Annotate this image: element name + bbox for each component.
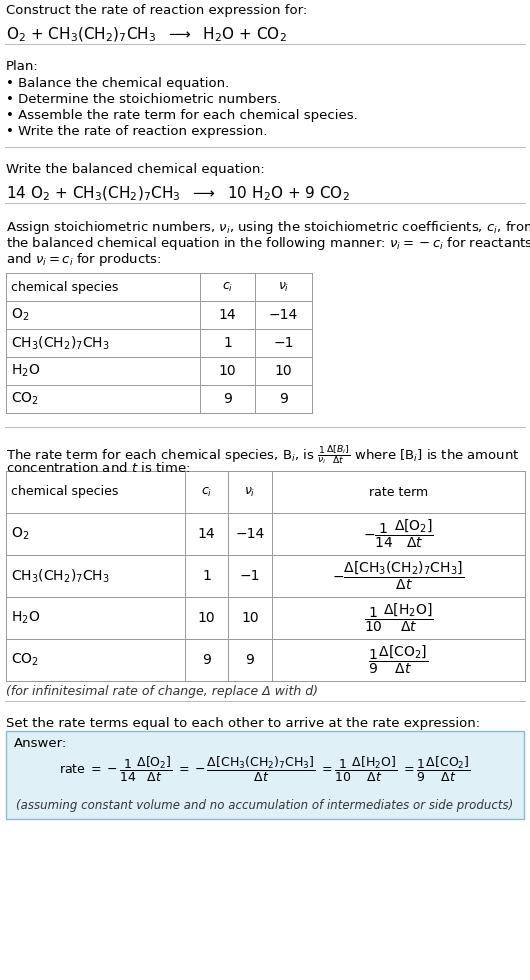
Text: H$_2$O: H$_2$O	[11, 363, 40, 379]
Text: Set the rate terms equal to each other to arrive at the rate expression:: Set the rate terms equal to each other t…	[6, 717, 480, 730]
Text: $-\dfrac{1}{14}\dfrac{\Delta[\mathrm{O_2}]}{\Delta t}$: $-\dfrac{1}{14}\dfrac{\Delta[\mathrm{O_2…	[363, 517, 434, 550]
Text: and $\nu_i = c_i$ for products:: and $\nu_i = c_i$ for products:	[6, 251, 162, 268]
Text: CH$_3$(CH$_2$)$_7$CH$_3$: CH$_3$(CH$_2$)$_7$CH$_3$	[11, 334, 110, 352]
Text: • Balance the chemical equation.: • Balance the chemical equation.	[6, 77, 229, 90]
Text: 1: 1	[223, 336, 232, 350]
Text: 9: 9	[279, 392, 288, 406]
Bar	[6, 273, 312, 413]
Text: CH$_3$(CH$_2$)$_7$CH$_3$: CH$_3$(CH$_2$)$_7$CH$_3$	[11, 567, 110, 585]
Bar	[6, 471, 525, 681]
Text: 10: 10	[241, 611, 259, 625]
Text: 14 O$_2$ + CH$_3$(CH$_2$)$_7$CH$_3$  $\longrightarrow$  10 H$_2$O + 9 CO$_2$: 14 O$_2$ + CH$_3$(CH$_2$)$_7$CH$_3$ $\lo…	[6, 185, 350, 204]
Text: rate term: rate term	[369, 485, 428, 499]
Text: CO$_2$: CO$_2$	[11, 652, 39, 668]
Text: (for infinitesimal rate of change, replace Δ with d): (for infinitesimal rate of change, repla…	[6, 685, 318, 698]
Text: (assuming constant volume and no accumulation of intermediates or side products): (assuming constant volume and no accumul…	[16, 799, 514, 811]
Text: H$_2$O: H$_2$O	[11, 610, 40, 626]
Text: the balanced chemical equation in the following manner: $\nu_i = -c_i$ for react: the balanced chemical equation in the fo…	[6, 235, 530, 252]
Text: concentration and $t$ is time:: concentration and $t$ is time:	[6, 461, 190, 475]
Text: Plan:: Plan:	[6, 60, 39, 73]
Text: chemical species: chemical species	[11, 280, 118, 293]
Text: 14: 14	[198, 527, 215, 541]
Text: −14: −14	[235, 527, 264, 541]
Text: Write the balanced chemical equation:: Write the balanced chemical equation:	[6, 163, 265, 176]
Text: The rate term for each chemical species, B$_i$, is $\frac{1}{\nu_i}\frac{\Delta[: The rate term for each chemical species,…	[6, 443, 520, 466]
Text: Answer:: Answer:	[14, 737, 67, 750]
Text: −1: −1	[240, 569, 260, 583]
Text: 10: 10	[198, 611, 215, 625]
Text: • Assemble the rate term for each chemical species.: • Assemble the rate term for each chemic…	[6, 109, 358, 122]
Text: $c_i$: $c_i$	[201, 485, 212, 499]
Text: Construct the rate of reaction expression for:: Construct the rate of reaction expressio…	[6, 4, 307, 17]
Text: chemical species: chemical species	[11, 485, 118, 499]
Text: 9: 9	[202, 653, 211, 667]
Text: • Write the rate of reaction expression.: • Write the rate of reaction expression.	[6, 125, 267, 138]
Text: $\dfrac{1}{9}\dfrac{\Delta[\mathrm{CO_2}]}{\Delta t}$: $\dfrac{1}{9}\dfrac{\Delta[\mathrm{CO_2}…	[368, 644, 429, 676]
Text: $c_i$: $c_i$	[222, 280, 233, 294]
Text: rate $= -\dfrac{1}{14}\dfrac{\Delta[\mathrm{O_2}]}{\Delta t}$ $= -\dfrac{\Delta[: rate $= -\dfrac{1}{14}\dfrac{\Delta[\mat…	[59, 755, 471, 783]
Text: 9: 9	[245, 653, 254, 667]
Text: 10: 10	[275, 364, 293, 378]
Text: • Determine the stoichiometric numbers.: • Determine the stoichiometric numbers.	[6, 93, 281, 106]
Text: O$_2$: O$_2$	[11, 526, 29, 542]
Text: Assign stoichiometric numbers, $\nu_i$, using the stoichiometric coefficients, $: Assign stoichiometric numbers, $\nu_i$, …	[6, 219, 530, 236]
Text: $-\dfrac{\Delta[\mathrm{CH_3(CH_2)_7CH_3}]}{\Delta t}$: $-\dfrac{\Delta[\mathrm{CH_3(CH_2)_7CH_3…	[332, 560, 464, 592]
Text: $\nu_i$: $\nu_i$	[244, 485, 255, 499]
Text: 10: 10	[219, 364, 236, 378]
Text: $\dfrac{1}{10}\dfrac{\Delta[\mathrm{H_2O}]}{\Delta t}$: $\dfrac{1}{10}\dfrac{\Delta[\mathrm{H_2O…	[364, 602, 434, 634]
Text: 14: 14	[219, 308, 236, 322]
Text: 1: 1	[202, 569, 211, 583]
Text: O$_2$ + CH$_3$(CH$_2$)$_7$CH$_3$  $\longrightarrow$  H$_2$O + CO$_2$: O$_2$ + CH$_3$(CH$_2$)$_7$CH$_3$ $\longr…	[6, 26, 287, 44]
Text: 9: 9	[223, 392, 232, 406]
Text: O$_2$: O$_2$	[11, 307, 29, 323]
Text: −1: −1	[273, 336, 294, 350]
Text: −14: −14	[269, 308, 298, 322]
FancyBboxPatch shape	[6, 731, 524, 819]
Text: $\nu_i$: $\nu_i$	[278, 280, 289, 294]
Text: CO$_2$: CO$_2$	[11, 391, 39, 408]
